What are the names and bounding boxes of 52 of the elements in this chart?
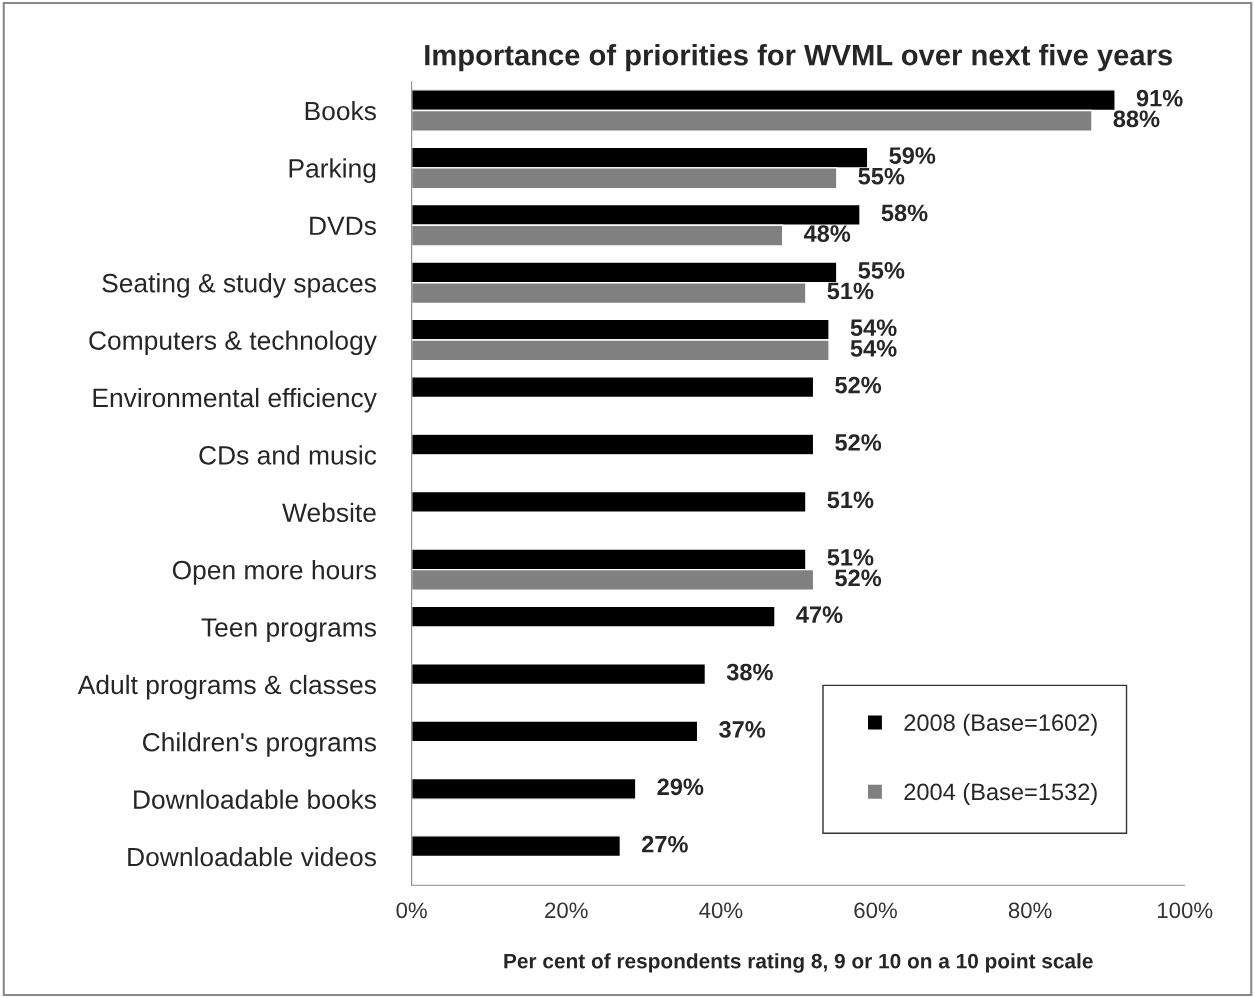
bar [411, 433, 815, 456]
bar [411, 490, 807, 513]
data-label: 38% [726, 663, 773, 681]
data-label: 54% [850, 319, 897, 337]
x-tick-label: 80% [1008, 902, 1052, 919]
y-tick-label: Environmental efficiency [93, 387, 377, 413]
data-label: 55% [858, 262, 905, 279]
bar [411, 720, 699, 743]
data-label: 51% [827, 282, 874, 300]
data-label: 52% [835, 434, 882, 451]
data-label: 48% [803, 225, 851, 242]
x-tick-label: 100% [1158, 902, 1213, 919]
data-label: 91% [1136, 89, 1183, 107]
data-label: 54% [850, 340, 897, 357]
legend-label: 2008 (Base=1602) [904, 713, 1097, 736]
data-label: 29% [657, 778, 704, 796]
bar [411, 835, 622, 858]
data-label: 47% [796, 606, 843, 623]
y-tick-label: Books [305, 100, 376, 121]
data-label: 59% [889, 147, 936, 164]
y-tick-label: Teen programs [201, 618, 376, 643]
bar [411, 663, 707, 686]
data-label: 27% [642, 835, 688, 853]
y-tick-label: Open more hours [172, 560, 376, 585]
x-axis-title: Per cent of respondents rating 8, 9 or 10 on a 10 point scale [504, 953, 1093, 973]
data-label: 51% [827, 548, 874, 566]
data-label: 37% [719, 721, 766, 738]
bar [411, 605, 776, 628]
y-tick-label: Parking [289, 158, 376, 183]
data-label: 58% [881, 204, 928, 222]
y-tick-label: CDs and music [199, 445, 377, 465]
chart-title: Importance of priorities for WVML over next five years [425, 44, 1172, 72]
y-tick-label: Downloadable videos [128, 846, 376, 867]
data-label: 52% [835, 376, 882, 394]
y-tick-label: Website [282, 502, 376, 523]
data-label: 51% [827, 491, 874, 509]
x-tick-label: 0% [396, 902, 427, 919]
y-tick-label: Seating & study spaces [102, 273, 376, 298]
y-tick-label: Adult programs & classes [77, 674, 376, 700]
y-tick-label: Children's programs [142, 732, 376, 757]
y-tick-label: DVDs [310, 216, 376, 236]
data-label: 88% [1113, 110, 1160, 128]
bar [411, 777, 637, 800]
x-tick-label: 40% [699, 902, 743, 919]
legend-label: 2004 (Base=1532) [904, 782, 1097, 805]
y-tick-label: Computers & technology [89, 330, 377, 356]
data-label: 55% [858, 167, 905, 185]
data-label: 52% [835, 569, 882, 587]
bar [411, 376, 815, 399]
x-tick-label: 20% [545, 902, 588, 919]
x-tick-label: 60% [854, 902, 897, 919]
y-tick-label: Downloadable books [134, 789, 376, 809]
